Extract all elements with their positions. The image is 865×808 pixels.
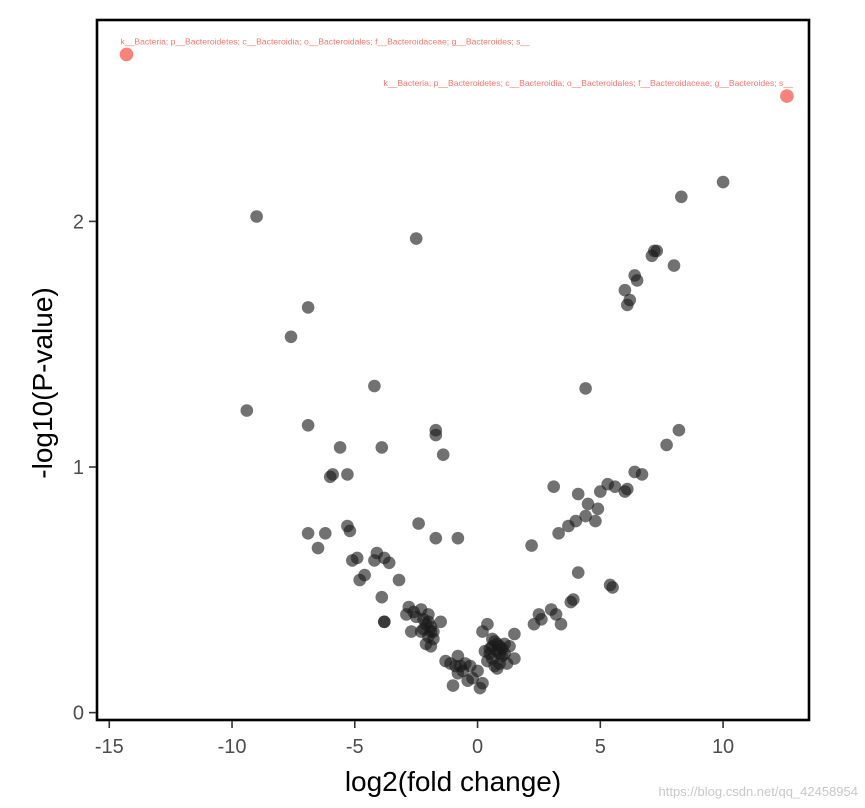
data-point — [486, 632, 499, 646]
data-point — [350, 551, 364, 565]
watermark-text: https://blog.csdn.net/qq_42458954 — [659, 784, 859, 799]
x-tick-label: -15 — [95, 736, 124, 758]
data-point — [618, 283, 632, 297]
data-point — [424, 640, 438, 653]
data-point — [667, 259, 681, 272]
data-point — [549, 608, 563, 621]
data-point — [422, 615, 435, 629]
data-point — [623, 293, 637, 307]
highlighted-point — [119, 47, 134, 62]
data-point — [508, 627, 521, 641]
highlighted-point — [780, 89, 794, 103]
data-point — [409, 232, 423, 245]
x-axis-title: log2(fold change) — [345, 766, 561, 797]
data-point — [608, 480, 622, 494]
data-point — [591, 502, 605, 516]
data-point — [326, 468, 340, 481]
data-point — [405, 625, 418, 638]
data-point — [672, 423, 686, 437]
highlight-points-layer — [119, 47, 794, 103]
x-tick-label: -5 — [346, 736, 364, 758]
data-point — [660, 438, 673, 452]
data-point — [446, 679, 460, 692]
data-point — [579, 509, 592, 523]
data-point — [471, 664, 484, 678]
data-point — [375, 590, 389, 604]
data-point — [569, 514, 583, 528]
x-tick-label: 0 — [472, 736, 483, 758]
data-point — [436, 448, 450, 462]
data-point — [368, 554, 381, 567]
data-point — [621, 482, 634, 496]
data-point — [301, 527, 315, 540]
data-point — [451, 531, 465, 545]
data-point — [630, 274, 644, 287]
data-point — [412, 517, 425, 530]
data-point — [240, 404, 254, 417]
data-point — [481, 654, 494, 668]
x-tick-label: 10 — [712, 736, 734, 758]
y-tick-label: 2 — [73, 211, 84, 233]
data-point — [571, 566, 585, 579]
data-point — [554, 617, 568, 631]
y-axis-title: -log10(P-value) — [27, 287, 58, 478]
data-point — [319, 527, 332, 540]
x-tick-label: -10 — [218, 736, 247, 758]
highlight-label: k__Bacteria; p__Bacteroidetes; c__Bacter… — [383, 78, 793, 88]
data-point — [552, 527, 565, 540]
data-point — [392, 573, 406, 587]
data-point — [375, 441, 389, 454]
data-point — [635, 468, 649, 481]
data-point — [579, 382, 592, 395]
y-tick-label: 1 — [73, 457, 84, 479]
data-point — [498, 647, 511, 660]
data-point — [382, 556, 396, 570]
highlight-annotations: k__Bacteria; p__Bacteroidetes; c__Bacter… — [121, 36, 794, 88]
data-point — [250, 210, 263, 223]
data-point — [476, 676, 489, 690]
data-point — [525, 539, 538, 552]
x-tick-label: 5 — [595, 736, 606, 758]
data-point — [429, 428, 443, 442]
data-point — [353, 573, 367, 587]
data-point — [606, 581, 619, 594]
data-point — [451, 667, 465, 680]
data-point — [581, 497, 595, 511]
data-point — [481, 617, 494, 631]
data-point — [343, 524, 357, 538]
data-point — [311, 541, 325, 555]
data-point — [675, 190, 688, 204]
data-point — [571, 487, 585, 501]
data-point — [716, 175, 730, 189]
data-point — [429, 531, 443, 545]
data-point — [547, 480, 560, 494]
highlight-label: k__Bacteria; p__Bacteroidetes; c__Bacter… — [121, 36, 531, 46]
data-point — [284, 330, 298, 344]
y-tick-label: 0 — [73, 703, 84, 725]
data-point — [535, 613, 548, 626]
data-point — [589, 514, 602, 528]
data-point — [341, 468, 354, 481]
data-point — [414, 625, 428, 638]
data-point — [301, 301, 315, 314]
data-point — [301, 419, 315, 432]
data-point — [508, 652, 521, 665]
points-layer — [240, 175, 730, 695]
data-point — [368, 379, 381, 393]
data-point — [650, 244, 664, 258]
x-axis: -15 -10 -5 0 5 10 — [95, 721, 734, 758]
data-point — [333, 441, 347, 454]
data-point — [493, 657, 506, 670]
plot-panel — [95, 18, 811, 722]
data-point — [378, 615, 391, 629]
data-point — [434, 615, 448, 629]
data-point — [567, 593, 580, 606]
data-point — [424, 625, 438, 638]
y-axis: 0 1 2 — [73, 211, 96, 725]
